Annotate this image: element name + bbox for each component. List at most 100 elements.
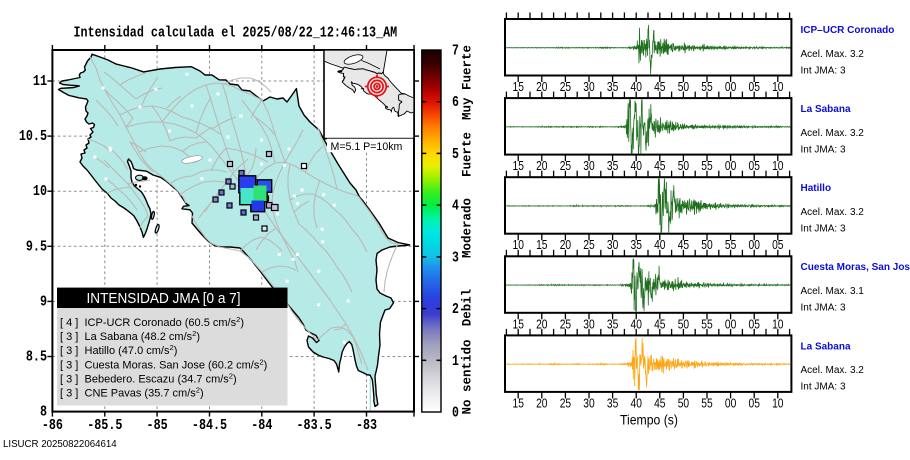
svg-text:30: 30 [583, 316, 594, 331]
svg-text:00: 00 [725, 395, 736, 410]
svg-text:No sentido: No sentido [461, 339, 475, 414]
svg-text:20: 20 [560, 237, 571, 252]
svg-text:05: 05 [749, 395, 760, 410]
svg-text:45: 45 [654, 79, 665, 94]
svg-text:35: 35 [607, 395, 618, 410]
svg-text:Int JMA: 3: Int JMA: 3 [801, 303, 846, 314]
svg-text:Acel. Max. 3.2: Acel. Max. 3.2 [801, 207, 865, 218]
svg-text:-84.5: -84.5 [192, 417, 227, 433]
svg-text:50: 50 [678, 316, 689, 331]
svg-text:05: 05 [749, 79, 760, 94]
svg-text:20: 20 [536, 395, 547, 410]
svg-text:Cuesta Moras, San Jose: Cuesta Moras, San Jose [801, 262, 910, 273]
svg-text:25: 25 [560, 316, 571, 331]
svg-text:15: 15 [513, 158, 524, 173]
svg-text:M=5.1 P=10km: M=5.1 P=10km [331, 141, 403, 153]
svg-text:[ 3 ]: [ 3 ] [60, 373, 78, 385]
svg-text:40: 40 [631, 158, 642, 173]
svg-text:20: 20 [536, 79, 547, 94]
svg-text:La Sabana: La Sabana [801, 104, 851, 115]
svg-text:3: 3 [452, 249, 459, 266]
svg-text:40: 40 [631, 395, 642, 410]
svg-text:15: 15 [513, 316, 524, 331]
svg-text:ICP-UCR Coronado (60.5 cm/s2): ICP-UCR Coronado (60.5 cm/s2) [85, 315, 245, 329]
svg-text:Acel. Max. 3.2: Acel. Max. 3.2 [801, 365, 865, 376]
svg-text:15: 15 [513, 395, 524, 410]
svg-text:45: 45 [654, 158, 665, 173]
svg-text:La Sabana: La Sabana [801, 341, 851, 352]
svg-text:Tiempo (s): Tiempo (s) [620, 413, 678, 428]
svg-text:00: 00 [725, 158, 736, 173]
svg-text:15: 15 [536, 237, 547, 252]
svg-text:-85.5: -85.5 [87, 417, 122, 433]
svg-text:CNE Pavas (35.7 cm/s2): CNE Pavas (35.7 cm/s2) [85, 386, 204, 400]
svg-text:Int JMA: 3: Int JMA: 3 [801, 144, 846, 155]
svg-text:00: 00 [725, 316, 736, 331]
svg-text:30: 30 [607, 237, 618, 252]
svg-text:0: 0 [452, 404, 459, 421]
svg-text:Int JMA: 3: Int JMA: 3 [801, 65, 846, 76]
svg-text:25: 25 [560, 158, 571, 173]
svg-text:Cuesta Moras. San Jose (60.2 c: Cuesta Moras. San Jose (60.2 cm/s2) [85, 357, 268, 371]
svg-text:30: 30 [583, 79, 594, 94]
svg-text:1: 1 [452, 353, 459, 370]
svg-text:Intensidad calculada el 2025/0: Intensidad calculada el 2025/08/22_12:46… [74, 24, 398, 40]
svg-text:[ 3 ]: [ 3 ] [60, 359, 78, 371]
svg-text:ICP–UCR Coronado: ICP–UCR Coronado [801, 25, 895, 36]
svg-text:10: 10 [513, 237, 524, 252]
svg-text:Acel. Max. 3.2: Acel. Max. 3.2 [801, 49, 865, 60]
svg-text:50: 50 [678, 79, 689, 94]
svg-text:[ 3 ]: [ 3 ] [60, 388, 78, 400]
svg-text:9.5: 9.5 [26, 238, 47, 254]
svg-text:20: 20 [536, 158, 547, 173]
svg-text:25: 25 [583, 237, 594, 252]
svg-text:45: 45 [654, 316, 665, 331]
svg-text:05: 05 [772, 237, 783, 252]
svg-text:8.5: 8.5 [26, 348, 47, 364]
svg-text:7: 7 [452, 42, 459, 59]
svg-text:Int JMA: 3: Int JMA: 3 [801, 224, 846, 235]
svg-text:[ 3 ]: [ 3 ] [60, 331, 78, 343]
svg-text:Hatillo: Hatillo [801, 183, 832, 194]
svg-text:Moderado: Moderado [461, 198, 475, 258]
svg-text:Debil: Debil [461, 289, 475, 327]
svg-text:Int JMA: 3: Int JMA: 3 [801, 382, 846, 393]
svg-text:35: 35 [607, 316, 618, 331]
svg-text:5: 5 [452, 146, 459, 163]
svg-text:[ 3 ]: [ 3 ] [60, 345, 78, 357]
svg-text:10: 10 [772, 316, 783, 331]
svg-text:35: 35 [607, 158, 618, 173]
svg-text:00: 00 [725, 79, 736, 94]
svg-text:Bebedero. Escazu (34.7 cm/s2): Bebedero. Escazu (34.7 cm/s2) [85, 371, 237, 385]
svg-text:8: 8 [40, 404, 47, 420]
svg-text:45: 45 [678, 237, 689, 252]
svg-text:35: 35 [607, 79, 618, 94]
svg-text:55: 55 [701, 395, 712, 410]
svg-text:4: 4 [452, 197, 459, 214]
svg-text:55: 55 [701, 316, 712, 331]
svg-text:45: 45 [654, 395, 665, 410]
svg-text:10: 10 [772, 79, 783, 94]
svg-text:Hatillo (47.0 cm/s2): Hatillo (47.0 cm/s2) [85, 343, 178, 357]
svg-text:10: 10 [33, 183, 47, 199]
svg-text:-83.5: -83.5 [297, 417, 332, 433]
svg-text:50: 50 [701, 237, 712, 252]
svg-text:35: 35 [631, 237, 642, 252]
svg-text:6: 6 [452, 94, 459, 111]
svg-text:30: 30 [583, 158, 594, 173]
svg-text:55: 55 [725, 237, 736, 252]
svg-text:50: 50 [678, 158, 689, 173]
svg-text:05: 05 [749, 158, 760, 173]
svg-text:La Sabana (48.2 cm/s2): La Sabana (48.2 cm/s2) [85, 329, 201, 343]
svg-text:25: 25 [560, 395, 571, 410]
svg-text:Acel. Max. 3.1: Acel. Max. 3.1 [801, 286, 865, 297]
svg-text:-83: -83 [356, 417, 377, 433]
svg-text:-86: -86 [42, 417, 63, 433]
svg-text:55: 55 [701, 158, 712, 173]
svg-text:Fuerte: Fuerte [461, 132, 475, 177]
svg-text:2: 2 [452, 301, 459, 318]
svg-text:Acel. Max. 3.2: Acel. Max. 3.2 [801, 128, 865, 139]
svg-text:25: 25 [560, 79, 571, 94]
svg-text:40: 40 [631, 316, 642, 331]
svg-text:11: 11 [33, 73, 47, 89]
